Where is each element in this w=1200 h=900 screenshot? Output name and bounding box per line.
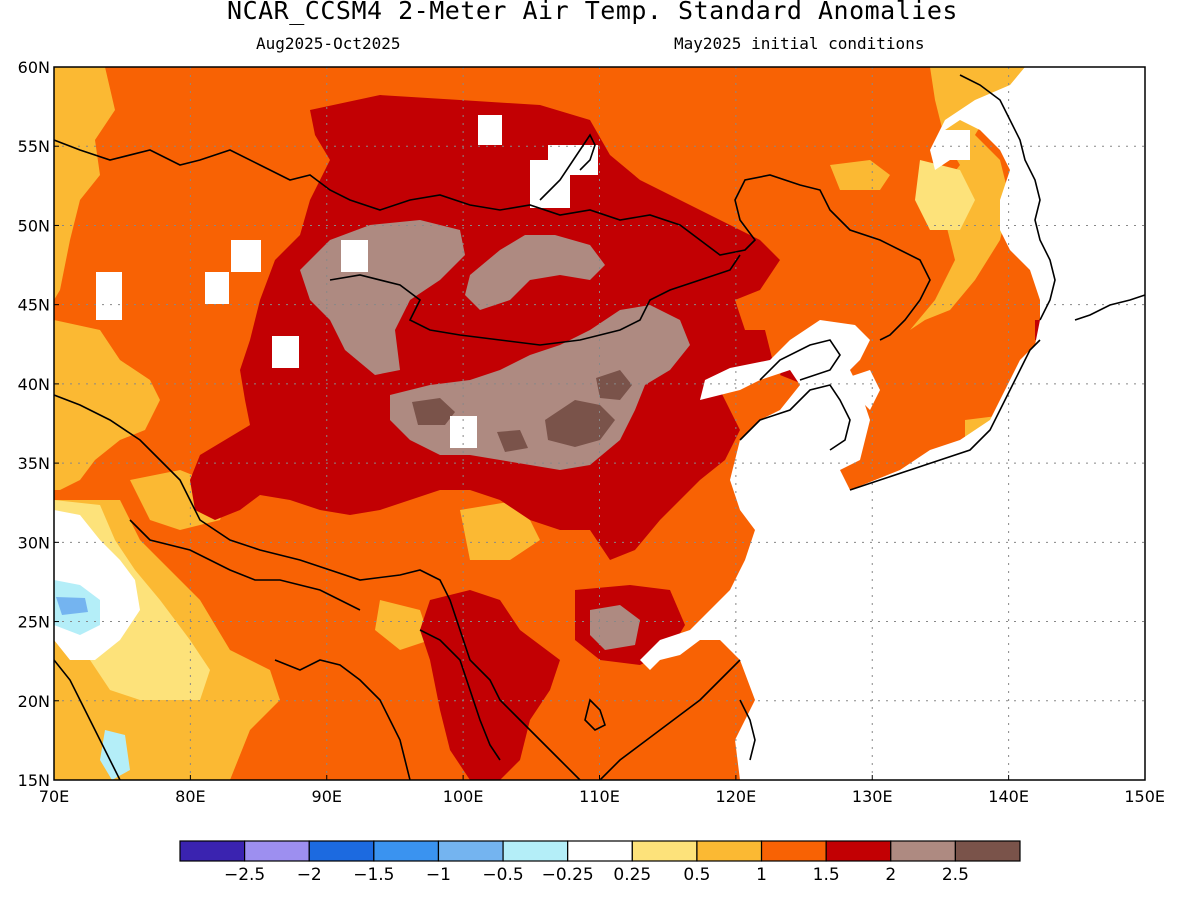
lat-tick-label: 30N [18,533,50,552]
lon-tick-label: 130E [852,787,893,806]
longitude-axis: 70E 80E 90E 100E 110E 120E 130E 140E 150E [39,775,1165,806]
lat-tick-label: 60N [18,58,50,77]
lat-tick-label: 35N [18,454,50,473]
initial-conditions: May2025 initial conditions [674,34,925,53]
lon-tick-label: 110E [579,787,620,806]
chart-title: NCAR_CCSM4 2-Meter Air Temp. Standard An… [227,0,958,25]
colorbar-label: −0.5 [482,865,523,885]
latitude-axis: 15N 20N 25N 30N 35N 40N 45N 50N 55N 60N [18,58,59,790]
colorbar-label: −1 [426,865,451,885]
colorbar-swatch [308,840,375,862]
lat-tick-label: 45N [18,296,50,315]
colorbar-label: 1 [756,865,767,885]
anomaly-neg-0-5-regions [56,597,88,615]
colorbar-label: 1.5 [813,865,840,885]
lat-tick-label: 25N [18,613,50,632]
colorbar-label: 2.5 [942,865,969,885]
lon-tick-label: 100E [443,787,484,806]
colorbar-label: −2 [297,865,322,885]
colorbar-swatch [760,840,827,862]
colorbar-swatch [696,840,763,862]
colorbar-swatch [244,840,310,862]
lat-tick-label: 40N [18,375,50,394]
lat-tick-label: 55N [18,137,50,156]
lat-tick-label: 15N [18,771,50,790]
lon-tick-label: 80E [175,787,205,806]
colorbar-swatch [502,840,569,862]
anomaly-3-0-regions [412,370,632,452]
lat-tick-label: 20N [18,692,50,711]
colorbar-swatch [890,840,956,862]
colorbar-swatch [825,840,892,862]
colorbar-label: 2 [885,865,896,885]
coastlines-borders [54,74,1145,780]
lon-tick-label: 90E [312,787,342,806]
colorbar: −2.5 −2 −1.5 −1 −0.5 −0.25 0.25 0.5 1 1.5 2 2.5 [179,840,1021,885]
colorbar-label: 0.25 [613,865,651,885]
colorbar-label: −2.5 [224,865,265,885]
lon-tick-label: 70E [39,787,69,806]
colorbar-swatch [954,840,1021,862]
colorbar-swatch [373,840,440,862]
lon-tick-label: 150E [1124,787,1165,806]
lon-tick-label: 120E [716,787,757,806]
colorbar-swatch [567,840,633,862]
colorbar-label: −1.5 [353,865,394,885]
colorbar-swatch [437,840,504,862]
colorbar-label: 0.5 [683,865,710,885]
colorbar-label: −0.25 [542,865,594,885]
colorbar-swatch [631,840,698,862]
lat-tick-label: 50N [18,216,50,235]
graticule [54,67,1145,780]
map-plot-area [54,67,1145,780]
lon-tick-label: 140E [988,787,1029,806]
ocean-areas [640,67,1145,780]
colorbar-swatch [179,840,246,862]
masked-cells [96,115,970,448]
forecast-period: Aug2025-Oct2025 [256,34,401,53]
